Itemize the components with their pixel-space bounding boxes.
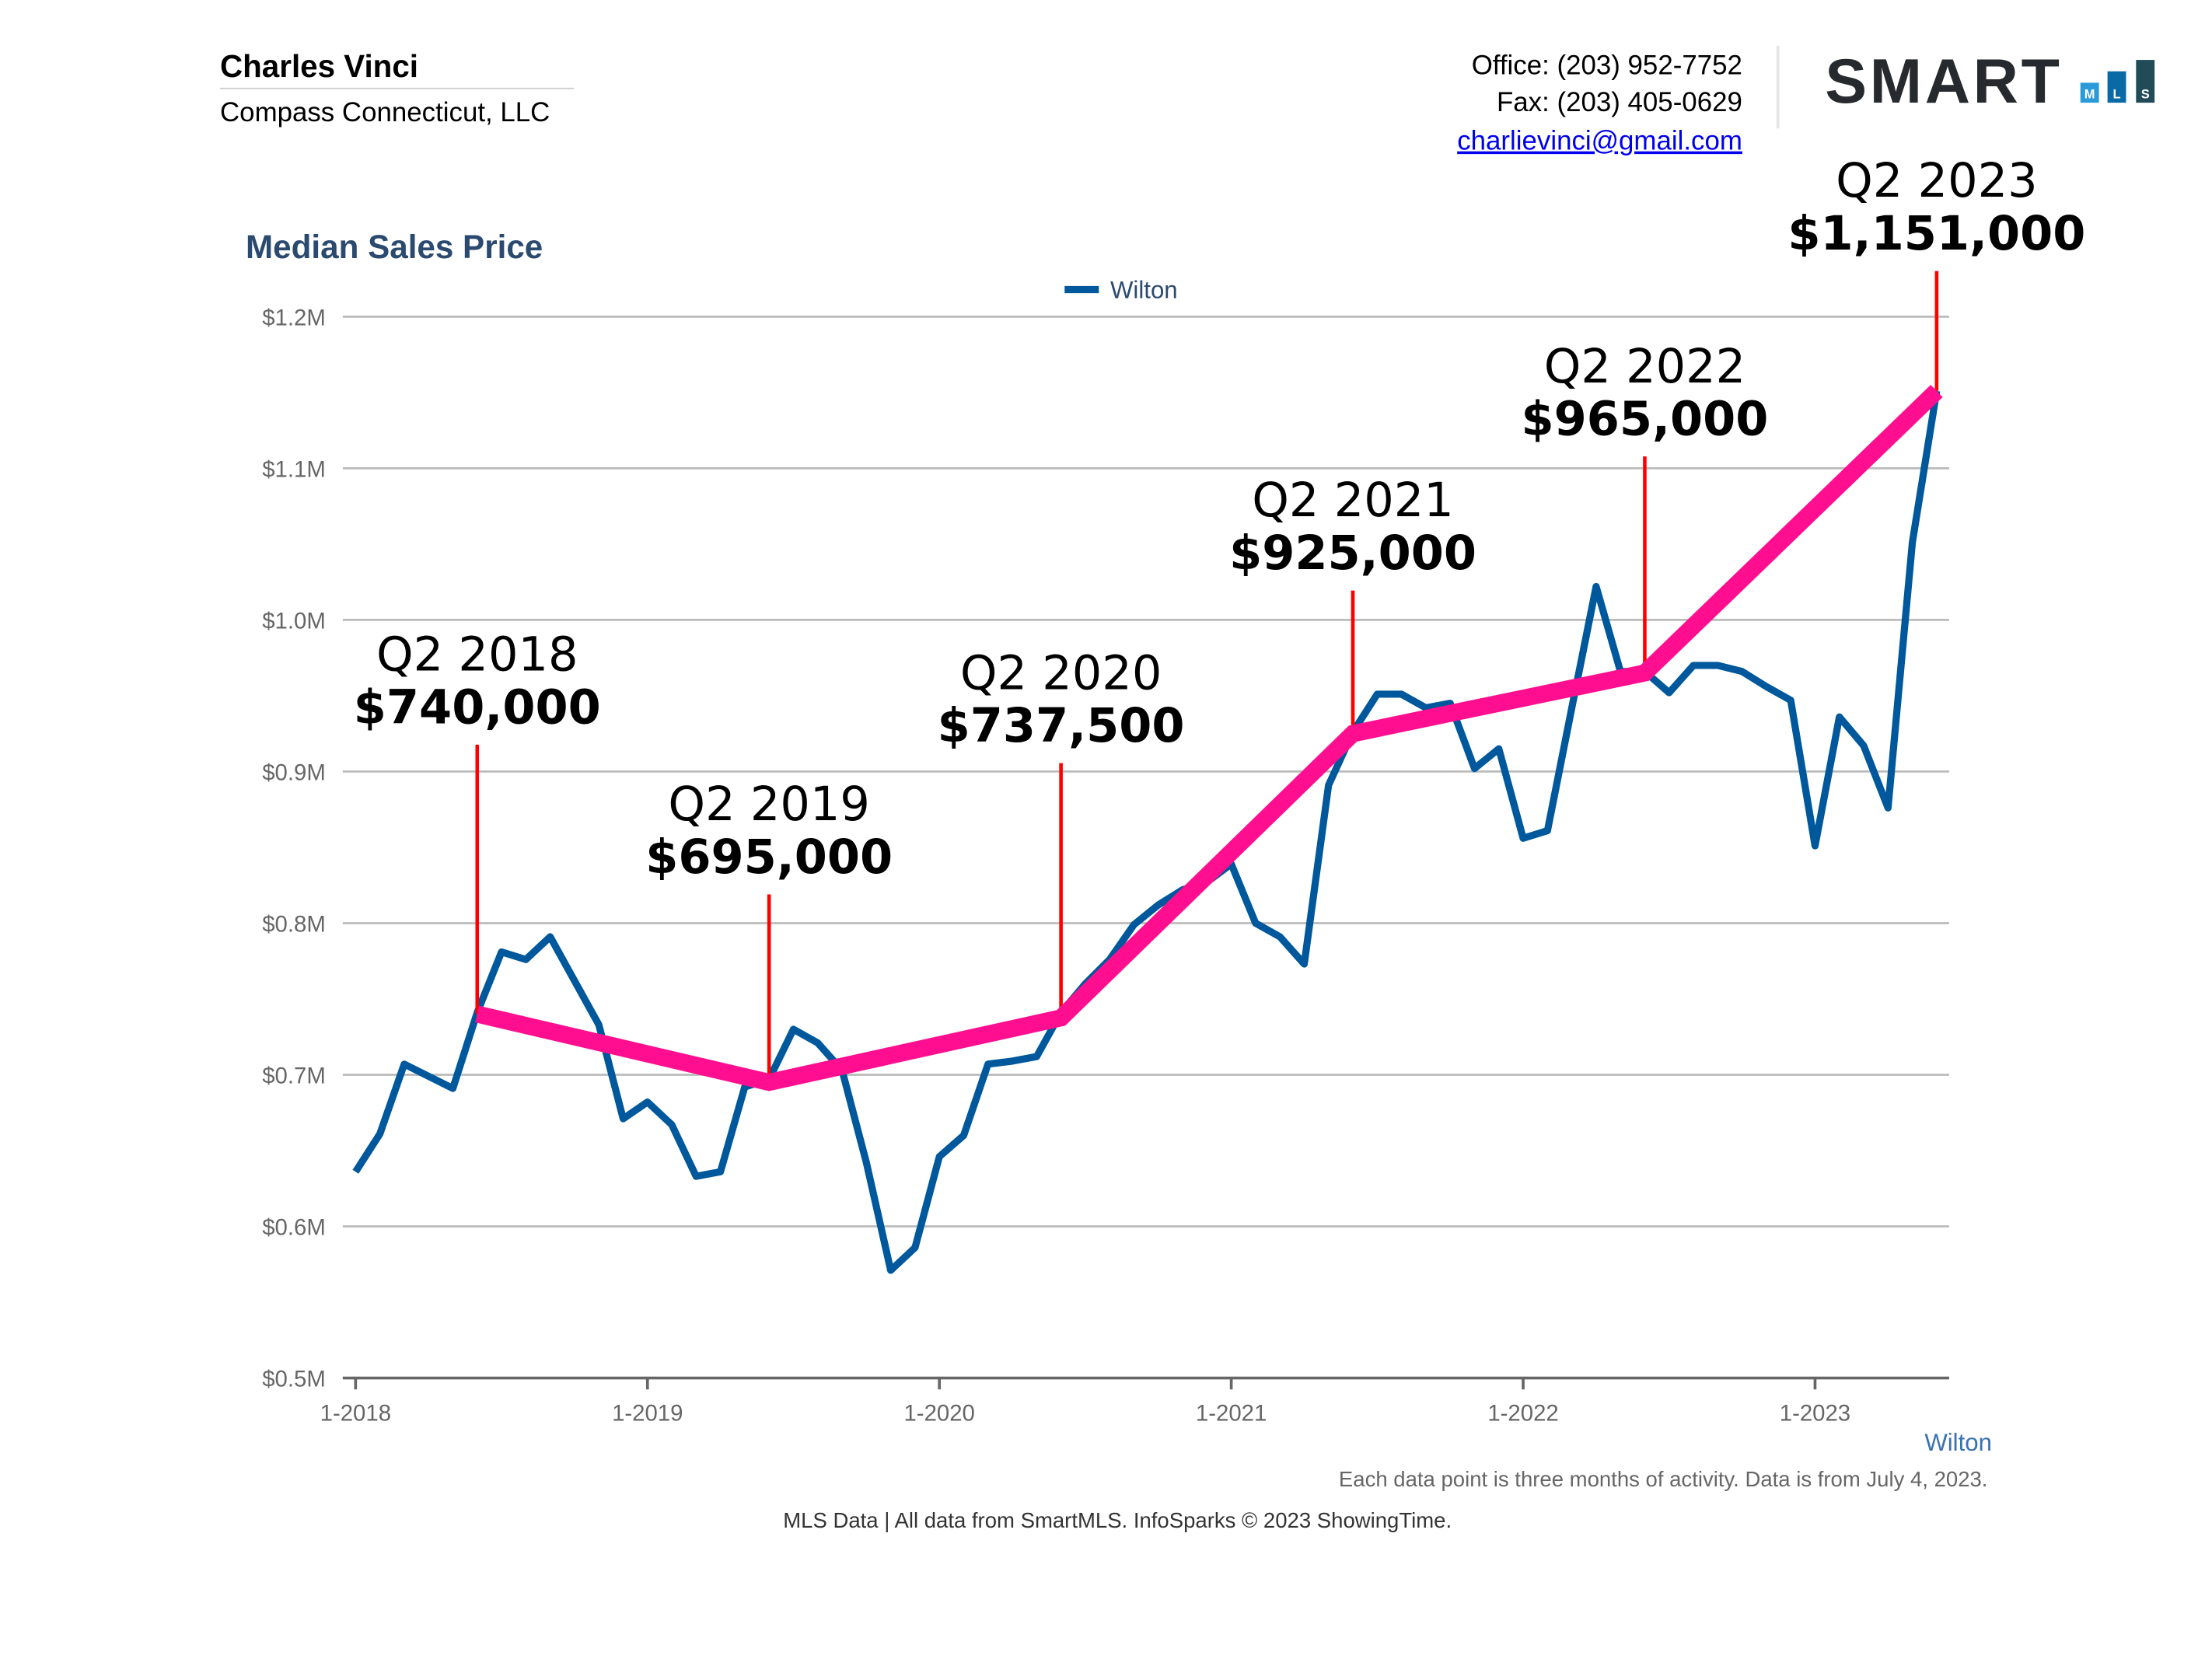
series-line-wilton <box>352 390 1941 1274</box>
email-link[interactable]: charlievinci@gmail.com <box>1457 126 1742 156</box>
annotation-period: Q2 2023 <box>1836 154 2038 208</box>
chart-title: Median Sales Price <box>246 229 543 265</box>
annotation-value: $965,000 <box>1522 393 1769 447</box>
trend-line <box>475 384 1943 1091</box>
agent-name: Charles Vinci <box>220 48 418 84</box>
smartmls-logo: SMART M L S <box>1825 47 2155 117</box>
annotation-period: Q2 2018 <box>376 627 578 682</box>
logo-letter: M <box>2084 88 2095 102</box>
legend: Wilton <box>1064 276 1178 303</box>
annotation-period: Q2 2019 <box>668 777 870 832</box>
logo-word: SMART <box>1825 47 2062 117</box>
annotation-value: $737,500 <box>938 699 1185 753</box>
annotation-value: $925,000 <box>1229 526 1476 581</box>
logo-letter: L <box>2112 88 2120 102</box>
x-tick-label: 1-2020 <box>903 1401 974 1427</box>
annotation-period: Q2 2020 <box>960 646 1162 700</box>
annotation-value: $740,000 <box>354 680 601 735</box>
annotation-value: $695,000 <box>645 830 893 885</box>
y-tick-label: $1.1M <box>262 456 326 482</box>
fax-number: Fax: (203) 405-0629 <box>1497 87 1742 117</box>
y-tick-label: $1.0M <box>262 608 326 634</box>
x-tick-label: 1-2021 <box>1196 1401 1267 1427</box>
logo-letter: S <box>2141 88 2150 102</box>
annotation-period: Q2 2022 <box>1544 340 1746 394</box>
x-tick-label: 1-2019 <box>612 1401 683 1427</box>
y-tick-label: $0.6M <box>262 1215 326 1241</box>
company-name: Compass Connecticut, LLC <box>220 97 550 127</box>
series-label-bottom: Wilton <box>1924 1429 1992 1456</box>
y-tick-label: $1.2M <box>262 305 326 330</box>
y-tick-label: $0.7M <box>262 1063 326 1088</box>
annotation-value: $1,151,000 <box>1787 207 2085 261</box>
footer-source: MLS Data | All data from SmartMLS. InfoS… <box>783 1508 1452 1532</box>
y-tick-label: $0.9M <box>262 760 326 785</box>
x-tick-label: 1-2022 <box>1487 1401 1558 1427</box>
x-tick-label: 1-2018 <box>320 1401 391 1427</box>
footer-note: Each data point is three months of activ… <box>1339 1467 1988 1491</box>
y-tick-label: $0.8M <box>262 911 326 937</box>
annotation-period: Q2 2021 <box>1252 473 1454 528</box>
office-phone: Office: (203) 952-7752 <box>1472 50 1742 80</box>
x-tick-label: 1-2023 <box>1780 1401 1850 1427</box>
y-tick-label: $0.5M <box>262 1367 326 1392</box>
legend-label: Wilton <box>1110 276 1178 303</box>
